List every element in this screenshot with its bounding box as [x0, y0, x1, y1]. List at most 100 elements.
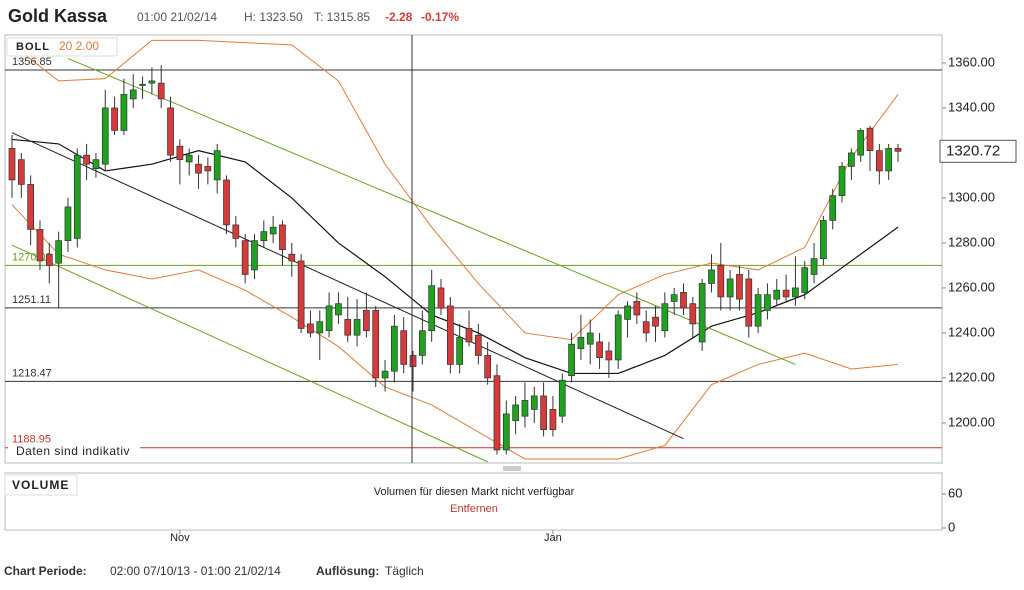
candle-body — [92, 159, 100, 170]
boll-lower — [11, 204, 899, 460]
candle-body — [73, 154, 81, 239]
candle-body — [661, 303, 669, 332]
indicator-name: BOLL — [16, 41, 50, 53]
plot-frame — [4, 34, 943, 464]
high: H: 1323.50 — [244, 10, 303, 24]
volume-tick-label: 60 — [948, 485, 962, 500]
candle-body — [381, 370, 389, 379]
candle-body — [344, 319, 352, 336]
boll-middle — [11, 138, 899, 375]
period-label: Chart Periode: — [4, 564, 87, 578]
candle-body — [446, 305, 454, 365]
low: T: 1315.85 — [314, 10, 370, 24]
candle-body — [689, 303, 697, 325]
candle-body — [260, 231, 268, 242]
change: -2.28 — [385, 10, 413, 24]
candle-body — [111, 107, 118, 131]
candle-body — [764, 294, 771, 311]
candle-body — [642, 321, 650, 334]
candle-body — [512, 404, 519, 422]
candle-body — [325, 305, 333, 332]
candle-body — [45, 253, 53, 266]
candle-body — [232, 224, 240, 239]
resolution-label: Auflösung: — [316, 564, 379, 578]
resize-handle[interactable] — [503, 466, 521, 471]
notice: Daten sind indikativ — [16, 444, 130, 458]
y-tick-label: 1240.00 — [948, 324, 995, 339]
x-tick-label: Nov — [170, 532, 190, 544]
candle-body — [717, 265, 725, 298]
candle-body — [185, 154, 193, 163]
candle-body — [568, 343, 575, 377]
candle-body — [540, 395, 547, 431]
candle-body — [204, 166, 212, 172]
candle-body — [297, 260, 305, 329]
candle-body — [558, 379, 566, 417]
candle-body — [484, 355, 491, 379]
candle-body — [792, 287, 799, 298]
level-label: 1188.95 — [12, 434, 51, 446]
candle-body — [848, 152, 855, 167]
notice-box — [8, 444, 140, 460]
indicator-box — [6, 37, 118, 57]
candle-body — [437, 287, 445, 309]
y-tick-label: 1360.00 — [948, 54, 995, 69]
candle-body — [101, 107, 109, 165]
candle-body — [736, 274, 743, 300]
candle-body — [866, 127, 874, 152]
y-tick-label: 1300.00 — [948, 189, 995, 204]
candle-body — [680, 292, 687, 309]
time: 01:00 21/02/14 — [137, 10, 217, 24]
candle-body — [754, 294, 762, 327]
candle-body — [885, 148, 893, 172]
candle-body — [773, 289, 781, 300]
candle-body — [782, 289, 790, 298]
candle-body — [279, 224, 286, 251]
candle-body — [577, 337, 585, 350]
candle-body — [17, 159, 25, 185]
candle-body — [502, 413, 510, 451]
candle-body — [409, 355, 417, 368]
candle-body — [64, 206, 72, 242]
title: Gold Kassa — [8, 6, 108, 26]
candle-body — [838, 166, 846, 197]
candle-body — [829, 195, 837, 221]
last-price: 1320.72 — [946, 142, 1000, 159]
candle-body — [698, 283, 706, 343]
volume-frame — [4, 472, 943, 531]
candle-body — [391, 325, 398, 372]
candle-body — [605, 350, 613, 361]
candle-body — [363, 310, 370, 332]
resolution: Täglich — [385, 564, 424, 578]
candle-body — [894, 148, 902, 152]
candle-body — [428, 285, 436, 332]
x-tick-label: Jan — [544, 532, 562, 544]
candle-body — [55, 240, 62, 264]
candle-body — [241, 240, 249, 275]
candle-body — [521, 400, 529, 417]
y-tick-label: 1220.00 — [948, 369, 995, 384]
candle-body — [708, 269, 715, 284]
level-label: 1218.47 — [12, 367, 52, 379]
candle-body — [596, 341, 603, 359]
y-tick-label: 1260.00 — [948, 279, 995, 294]
level-label: 1270.00 — [12, 251, 52, 263]
candle-body — [157, 82, 165, 100]
candle-body — [586, 332, 594, 345]
volume-message: Volumen für diesen Markt nicht verfügbar — [374, 486, 575, 498]
remove-link[interactable]: Entfernen — [450, 503, 498, 515]
candle-body — [251, 240, 258, 271]
candle-body — [213, 150, 221, 181]
candle-body — [335, 303, 342, 316]
candle-body — [857, 130, 865, 156]
y-tick-label: 1340.00 — [948, 99, 995, 114]
candle-body — [27, 184, 35, 230]
candle-body — [223, 179, 230, 226]
candle-body — [670, 294, 678, 302]
candle-body — [801, 267, 809, 293]
candle-body — [474, 334, 482, 356]
candle-body — [148, 80, 156, 84]
candle-body — [316, 321, 324, 334]
y-tick-label: 1280.00 — [948, 234, 995, 249]
